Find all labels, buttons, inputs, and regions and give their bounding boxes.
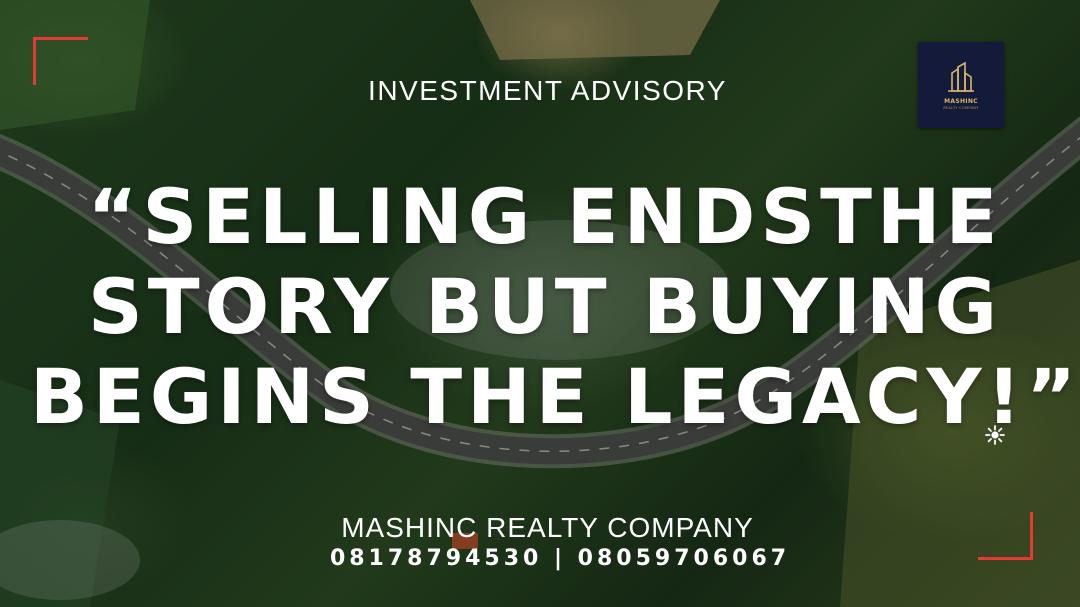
sparkle-icon (985, 425, 1005, 445)
headline-line-1: “SELLING ENDSTHE (30, 172, 1060, 262)
headline-line-2: STORY BUT BUYING (30, 262, 1060, 352)
headline-quote: “SELLING ENDSTHE STORY BUT BUYING BEGINS… (30, 172, 1060, 442)
phone-numbers: 08178794530 | 08059706067 (0, 546, 1080, 571)
headline-line-3: BEGINS THE LEGACY!” (30, 352, 1060, 442)
company-name: MASHINC REALTY COMPANY (0, 512, 1080, 544)
eyebrow-title: INVESTMENT ADVISORY (0, 75, 1080, 107)
